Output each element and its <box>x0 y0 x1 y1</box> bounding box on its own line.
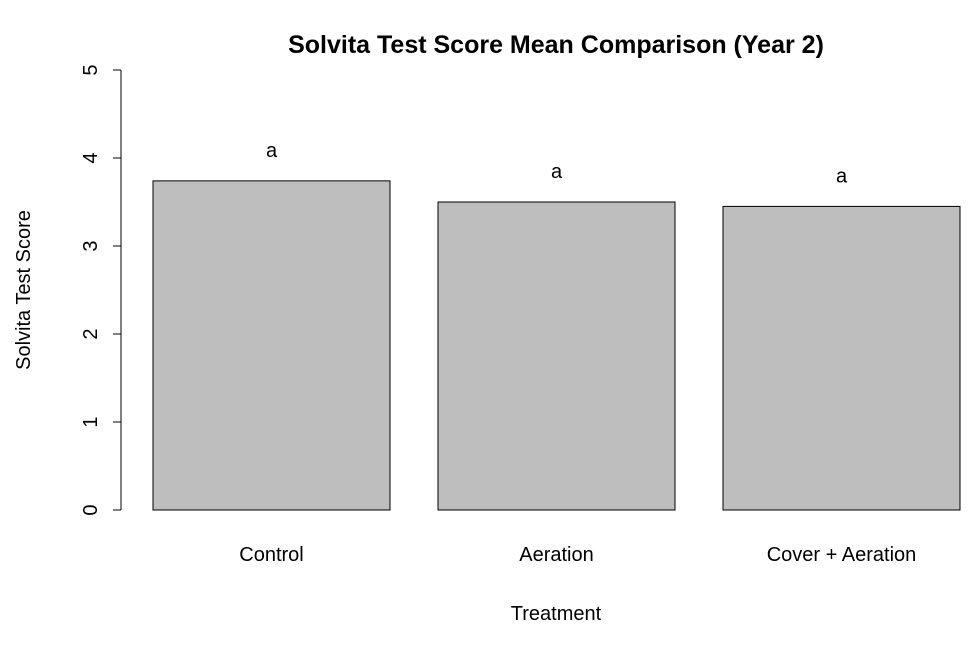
y-tick-label: 2 <box>80 328 102 339</box>
x-axis-label: Treatment <box>511 603 602 625</box>
bar-letter-label: a <box>551 161 563 183</box>
x-tick-label: Control <box>239 544 303 566</box>
bars-group <box>152 180 961 511</box>
chart-title: Solvita Test Score Mean Comparison (Year… <box>288 31 824 59</box>
x-tick-label: Aeration <box>519 544 594 566</box>
bar <box>722 205 961 511</box>
bar-letter-label: a <box>266 140 278 162</box>
y-tick-label: 3 <box>80 240 102 251</box>
bar <box>152 180 391 511</box>
bar-letter-label: a <box>836 165 848 187</box>
x-tick-labels-group: Control Aeration Cover + Aeration <box>239 544 916 566</box>
y-tick-label: 0 <box>80 504 102 515</box>
x-tick-label: Cover + Aeration <box>767 544 917 566</box>
y-axis-label: Solvita Test Score <box>13 210 35 370</box>
y-tick-label: 4 <box>80 152 102 163</box>
bar <box>437 201 676 511</box>
bar-labels-group: a a a <box>266 140 848 188</box>
y-tick-label: 1 <box>80 416 102 427</box>
y-axis: 0 1 2 3 4 5 <box>80 64 122 516</box>
y-tick-label: 5 <box>80 64 102 75</box>
